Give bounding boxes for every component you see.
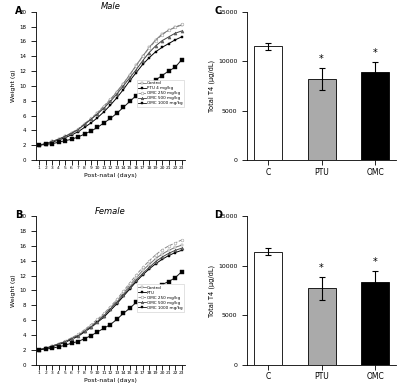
Bar	[308, 289, 336, 365]
Text: D: D	[214, 211, 222, 220]
Bar	[254, 46, 282, 160]
Text: *: *	[319, 263, 324, 273]
Text: A: A	[15, 6, 23, 16]
Y-axis label: Weight (g): Weight (g)	[12, 274, 16, 307]
Bar	[308, 79, 336, 160]
Bar	[361, 281, 389, 365]
Legend: Control, PTU, OMC 250 mg/kg, OMC 500 mg/kg, OMC 1000 mg/kg: Control, PTU, OMC 250 mg/kg, OMC 500 mg/…	[137, 284, 184, 312]
Bar	[254, 252, 282, 365]
Title: Female: Female	[95, 207, 126, 216]
Text: C: C	[214, 6, 222, 16]
Text: *: *	[373, 257, 378, 267]
X-axis label: Post-natal (days): Post-natal (days)	[84, 173, 137, 178]
Y-axis label: Total T4 (μg/dL): Total T4 (μg/dL)	[209, 60, 215, 112]
Y-axis label: Weight (g): Weight (g)	[12, 69, 16, 102]
Legend: Control, PTU 4 mg/kg, OMC 250 mg/kg, OMC 500 mg/kg, OMC 1000 mg/kg: Control, PTU 4 mg/kg, OMC 250 mg/kg, OMC…	[137, 80, 184, 107]
Text: B: B	[15, 211, 22, 220]
Y-axis label: Total T4 (μg/dL): Total T4 (μg/dL)	[209, 264, 215, 316]
X-axis label: Post-natal (days): Post-natal (days)	[84, 377, 137, 383]
Bar	[361, 72, 389, 160]
Text: *: *	[373, 48, 378, 58]
Title: Male: Male	[100, 2, 120, 11]
Text: *: *	[319, 54, 324, 64]
